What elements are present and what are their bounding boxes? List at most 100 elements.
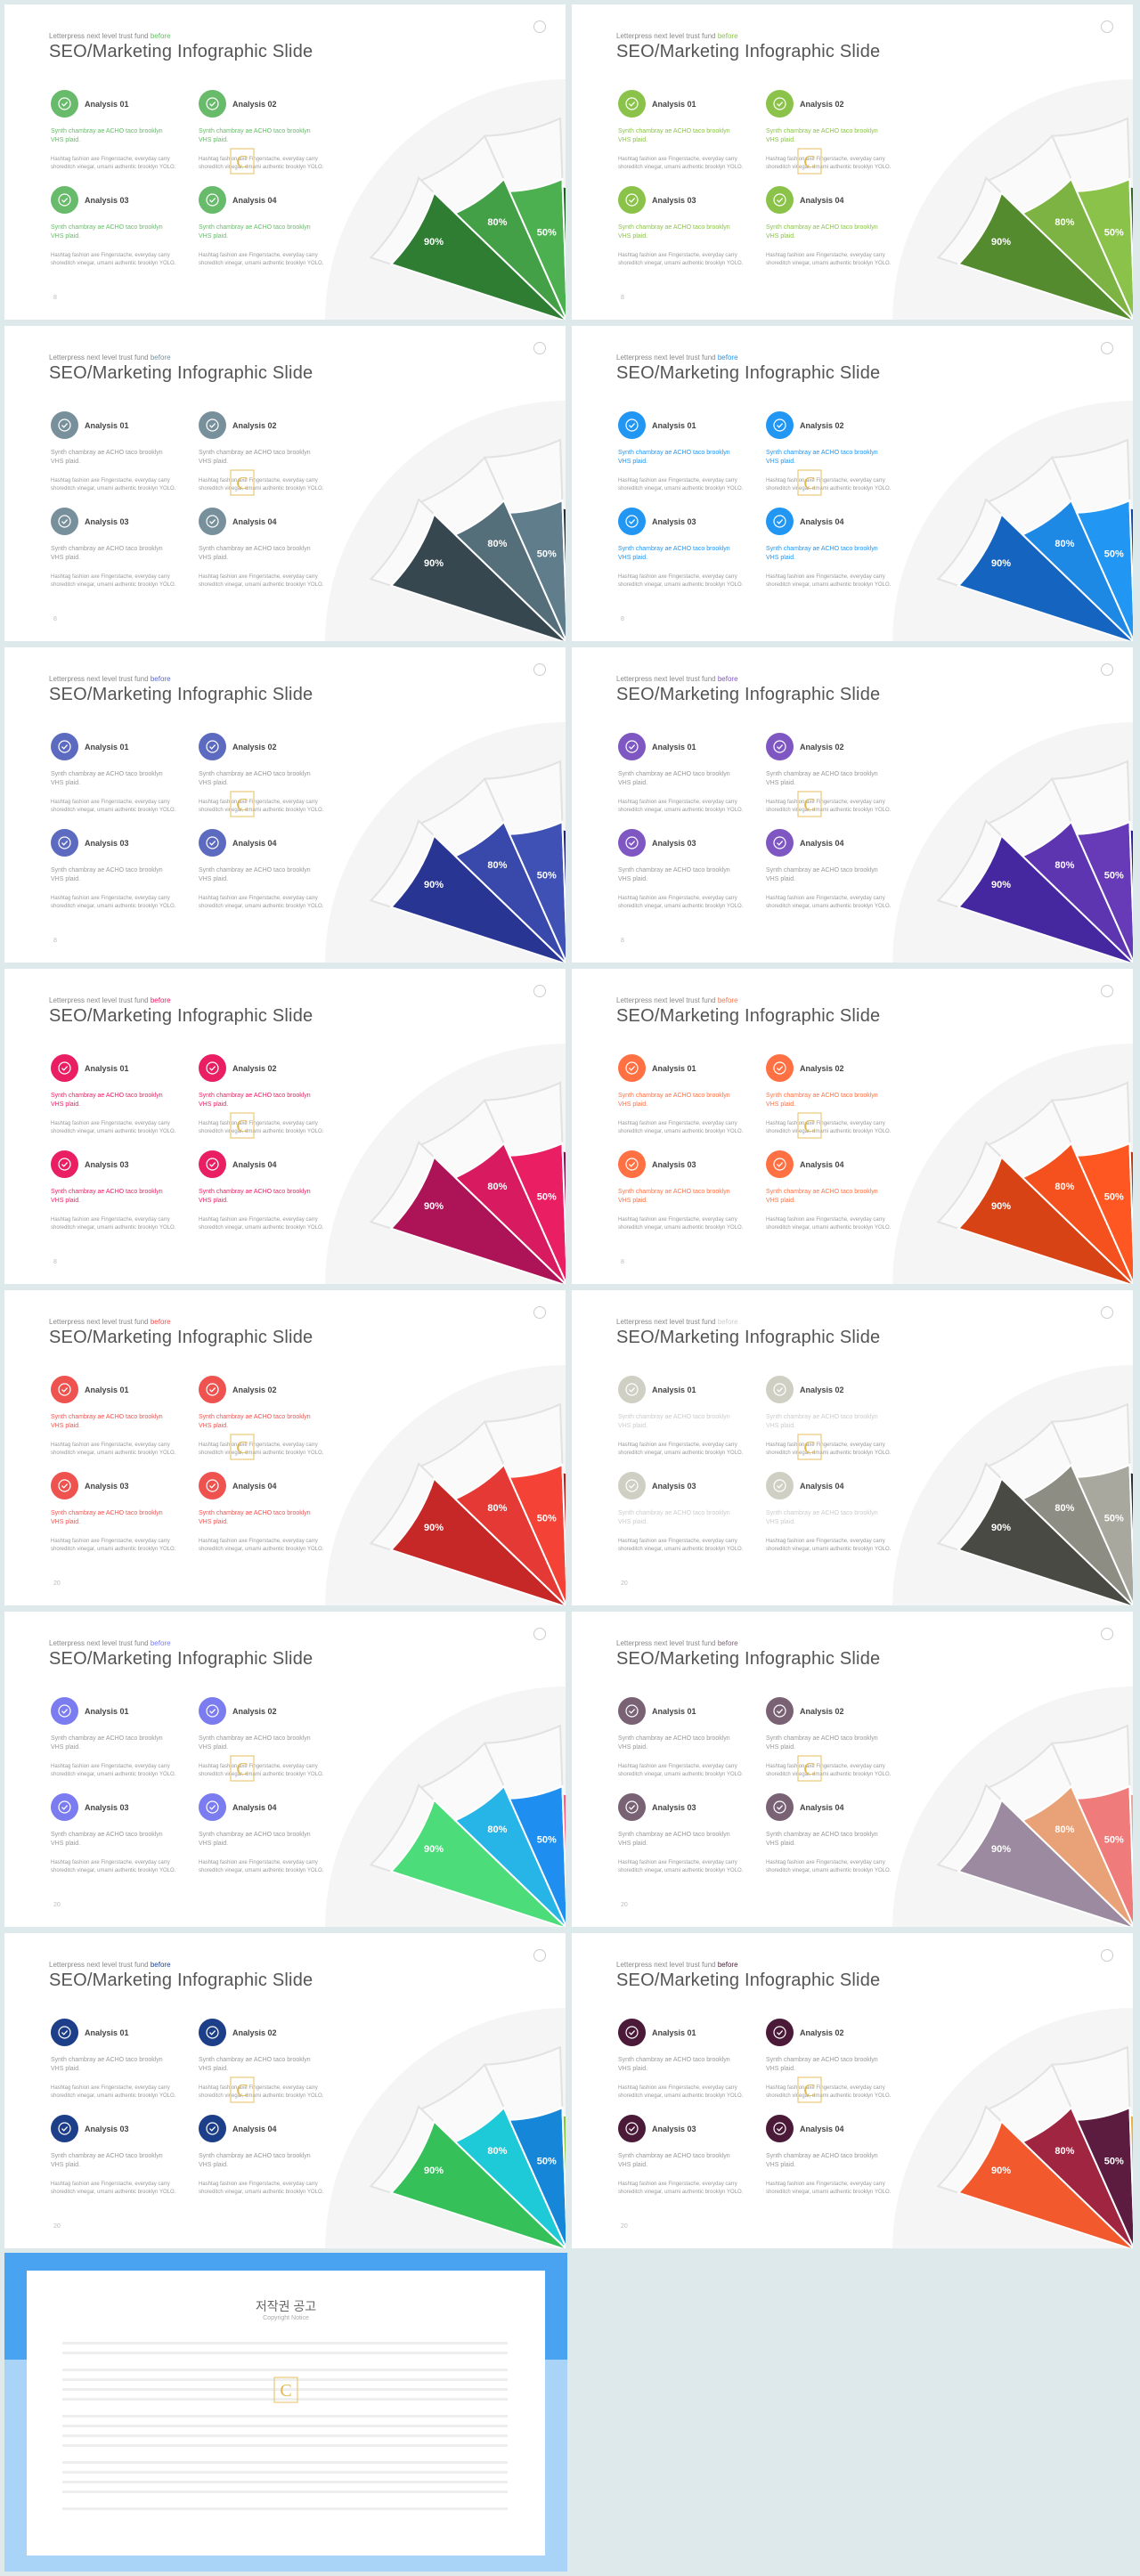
analysis-title: Analysis 03 xyxy=(652,1803,696,1812)
slide-title: SEO/Marketing Infographic Slide xyxy=(616,1006,881,1026)
fan-chart: 90%80%50%20% xyxy=(325,79,566,320)
analysis-description: Hashtag fashion axe Fingerstache, everyd… xyxy=(618,1539,744,1552)
kicker-accent: before xyxy=(717,996,738,1004)
analysis-title: Analysis 02 xyxy=(800,1386,844,1394)
fan-percent-label: 90% xyxy=(991,1523,1011,1533)
fan-wedge xyxy=(1075,2106,1133,2248)
svg-text:C: C xyxy=(236,1759,248,1779)
analysis-title: Analysis 01 xyxy=(85,421,129,430)
analysis-subtitle: Synth chambray ae ACHO taco brooklyn VHS… xyxy=(618,1735,730,1751)
fan-chart: 90%80%50%20% xyxy=(892,401,1133,641)
check-icon xyxy=(199,2115,226,2142)
analysis-subtitle: Synth chambray ae ACHO taco brooklyn VHS… xyxy=(51,1735,163,1751)
watermark-logo-icon: C xyxy=(273,2377,298,2403)
slide-title: SEO/Marketing Infographic Slide xyxy=(616,1649,881,1669)
analysis-title: Analysis 02 xyxy=(232,100,277,109)
analysis-subtitle: Synth chambray ae ACHO taco brooklyn VHS… xyxy=(199,1510,311,1525)
check-icon xyxy=(51,1697,78,1725)
check-icon xyxy=(51,186,78,214)
fan-percent-label: 50% xyxy=(1104,871,1124,882)
page-number: 8 xyxy=(621,1259,624,1265)
fan-percent-label: 80% xyxy=(1054,1182,1074,1192)
analysis-title: Analysis 01 xyxy=(652,100,696,109)
analysis-description: Hashtag fashion axe Fingerstache, everyd… xyxy=(51,157,176,170)
analysis-description: Hashtag fashion axe Fingerstache, everyd… xyxy=(51,2085,176,2099)
analysis-subtitle: Synth chambray ae ACHO taco brooklyn VHS… xyxy=(199,1189,311,1204)
kicker-accent: before xyxy=(150,675,171,683)
svg-text:C: C xyxy=(236,2081,248,2101)
analysis-title: Analysis 01 xyxy=(85,2028,129,2037)
check-icon xyxy=(51,1793,78,1821)
svg-text:C: C xyxy=(803,1117,815,1136)
analysis-description: Hashtag fashion axe Fingerstache, everyd… xyxy=(618,157,744,170)
check-icon xyxy=(618,2115,646,2142)
page-number: 8 xyxy=(621,295,624,301)
check-icon xyxy=(766,411,794,439)
analysis-subtitle: Synth chambray ae ACHO taco brooklyn VHS… xyxy=(51,546,163,561)
analysis-subtitle: Synth chambray ae ACHO taco brooklyn VHS… xyxy=(51,1414,163,1429)
analysis-description: Hashtag fashion axe Fingerstache, everyd… xyxy=(51,1539,176,1552)
analysis-title: Analysis 03 xyxy=(652,1482,696,1491)
fan-wedge xyxy=(508,1463,566,1605)
analysis-title: Analysis 03 xyxy=(652,839,696,848)
analysis-description: Hashtag fashion axe Fingerstache, everyd… xyxy=(766,478,892,492)
analysis-description: Hashtag fashion axe Fingerstache, everyd… xyxy=(51,1121,176,1134)
analysis-title: Analysis 04 xyxy=(232,196,277,205)
corner-circle-icon xyxy=(533,663,546,676)
analysis-subtitle: Synth chambray ae ACHO taco brooklyn VHS… xyxy=(618,450,730,465)
fan-wedge xyxy=(1021,499,1133,641)
check-icon xyxy=(51,1472,78,1499)
fan-wedge xyxy=(1021,820,1133,963)
infographic-slide: Letterpress next level trust fund before… xyxy=(4,1290,566,1605)
kicker-text: Letterpress next level trust fund before xyxy=(616,675,738,683)
fan-wedge xyxy=(453,2106,566,2248)
infographic-slide: Letterpress next level trust fund before… xyxy=(4,1612,566,1927)
watermark-logo-icon: C xyxy=(230,469,255,496)
fan-percent-label: 50% xyxy=(1104,549,1124,560)
slide-title: SEO/Marketing Infographic Slide xyxy=(49,1649,314,1669)
analysis-subtitle: Synth chambray ae ACHO taco brooklyn VHS… xyxy=(199,1414,311,1429)
check-icon xyxy=(51,508,78,535)
analysis-title: Analysis 03 xyxy=(85,517,129,526)
fan-percent-label: 50% xyxy=(1104,1192,1124,1203)
analysis-description: Hashtag fashion axe Fingerstache, everyd… xyxy=(199,253,324,266)
kicker-accent: before xyxy=(717,1639,738,1647)
fan-percent-label: 90% xyxy=(991,880,1011,890)
fan-wedge xyxy=(957,512,1133,641)
check-icon xyxy=(618,508,646,535)
analysis-description: Hashtag fashion axe Fingerstache, everyd… xyxy=(766,1539,892,1552)
svg-text:C: C xyxy=(803,152,815,172)
check-icon xyxy=(51,733,78,760)
fan-percent-label: 80% xyxy=(487,1824,507,1835)
analysis-title: Analysis 04 xyxy=(232,839,277,848)
check-icon xyxy=(766,1376,794,1403)
check-icon xyxy=(618,829,646,857)
analysis-description: Hashtag fashion axe Fingerstache, everyd… xyxy=(199,2182,324,2195)
check-icon xyxy=(766,1054,794,1082)
check-icon xyxy=(618,90,646,118)
analysis-subtitle: Synth chambray ae ACHO taco brooklyn VHS… xyxy=(766,1510,878,1525)
analysis-title: Analysis 02 xyxy=(800,421,844,430)
analysis-subtitle: Synth chambray ae ACHO taco brooklyn VHS… xyxy=(51,2153,163,2168)
analysis-subtitle: Synth chambray ae ACHO taco brooklyn VHS… xyxy=(199,450,311,465)
analysis-title: Analysis 04 xyxy=(800,196,844,205)
analysis-subtitle: Synth chambray ae ACHO taco brooklyn VHS… xyxy=(618,1832,730,1847)
check-icon xyxy=(199,829,226,857)
fan-wedge xyxy=(453,177,566,320)
check-icon xyxy=(199,1472,226,1499)
analysis-description: Hashtag fashion axe Fingerstache, everyd… xyxy=(618,2085,744,2099)
infographic-slide: Letterpress next level trust fund before… xyxy=(572,326,1133,641)
analysis-title: Analysis 01 xyxy=(652,421,696,430)
check-icon xyxy=(199,411,226,439)
fan-percent-label: 90% xyxy=(424,1201,444,1212)
analysis-description: Hashtag fashion axe Fingerstache, everyd… xyxy=(618,800,744,813)
analysis-title: Analysis 03 xyxy=(85,839,129,848)
infographic-slide: Letterpress next level trust fund before… xyxy=(572,647,1133,963)
analysis-subtitle: Synth chambray ae ACHO taco brooklyn VHS… xyxy=(51,1510,163,1525)
watermark-logo-icon: C xyxy=(797,469,822,496)
fan-percent-label: 80% xyxy=(1054,539,1074,549)
check-icon xyxy=(199,90,226,118)
analysis-title: Analysis 01 xyxy=(85,1386,129,1394)
analysis-title: Analysis 01 xyxy=(85,1064,129,1073)
analysis-title: Analysis 04 xyxy=(800,2125,844,2133)
